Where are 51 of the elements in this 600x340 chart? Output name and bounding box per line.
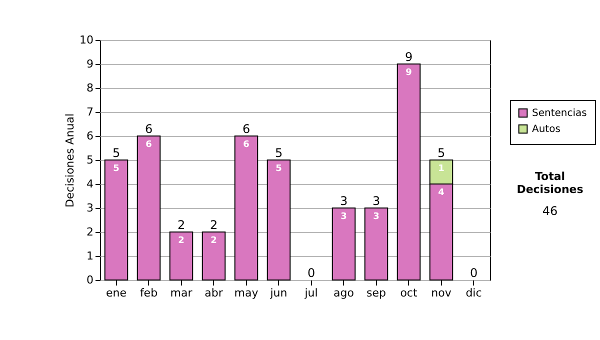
y-tick-label: 3: [86, 202, 94, 214]
y-tick-label: 10: [80, 34, 94, 46]
total-label: 5: [112, 146, 120, 160]
x-tick-label: abr: [204, 286, 224, 300]
x-tick-label: ago: [334, 286, 354, 300]
data-label: 4: [438, 188, 444, 198]
total-label: 5: [274, 146, 283, 160]
x-tick-label: feb: [140, 286, 158, 300]
x-tick-label: mar: [170, 286, 193, 300]
x-tick-label: may: [234, 286, 259, 300]
y-axis-title: Decisiones Anual: [64, 113, 77, 208]
data-label: 6: [146, 140, 152, 150]
y-tick-label: 0: [86, 274, 94, 286]
x-tick-label: nov: [431, 286, 452, 300]
x-tick-label: jul: [304, 286, 318, 300]
total-label: 2: [177, 218, 186, 232]
total-label: 0: [470, 266, 478, 280]
total-label: 6: [144, 122, 153, 136]
data-label: 2: [178, 236, 184, 246]
x-tick-label: dic: [466, 286, 482, 300]
y-tick-label: 9: [86, 58, 94, 70]
data-label: 1: [438, 164, 444, 174]
data-label: 3: [373, 212, 380, 222]
total-label: 6: [242, 122, 250, 136]
data-label: 5: [276, 164, 282, 174]
text: 46: [541, 204, 559, 218]
legend-label: Sentencias: [532, 108, 587, 119]
x-tick-label: sep: [366, 286, 386, 300]
x-tick-label: jun: [269, 286, 288, 300]
text: Total Decisiones: [516, 170, 584, 196]
data-label: 5: [113, 164, 120, 174]
y-tick-label: 4: [86, 178, 94, 190]
data-label: 9: [406, 68, 412, 78]
total-label: 5: [437, 146, 446, 160]
y-tick-label: 1: [86, 250, 94, 262]
total-label: 9: [404, 50, 413, 64]
y-tick-label: 6: [86, 130, 94, 142]
total-label: 3: [372, 194, 380, 208]
y-tick-label: 2: [86, 226, 94, 238]
x-tick-label: oct: [400, 286, 418, 300]
y-tick-label: 7: [86, 106, 94, 118]
legend-label: Autos: [532, 124, 560, 135]
data-label: 2: [210, 236, 217, 246]
x-tick-label: ene: [106, 286, 127, 300]
data-label: 3: [340, 212, 347, 222]
total-label: 0: [307, 266, 316, 280]
y-tick-label: 5: [86, 154, 94, 166]
total-label: 3: [340, 194, 348, 208]
y-tick-label: 8: [86, 82, 94, 94]
total-label: 2: [210, 218, 218, 232]
data-label: 6: [243, 140, 250, 150]
